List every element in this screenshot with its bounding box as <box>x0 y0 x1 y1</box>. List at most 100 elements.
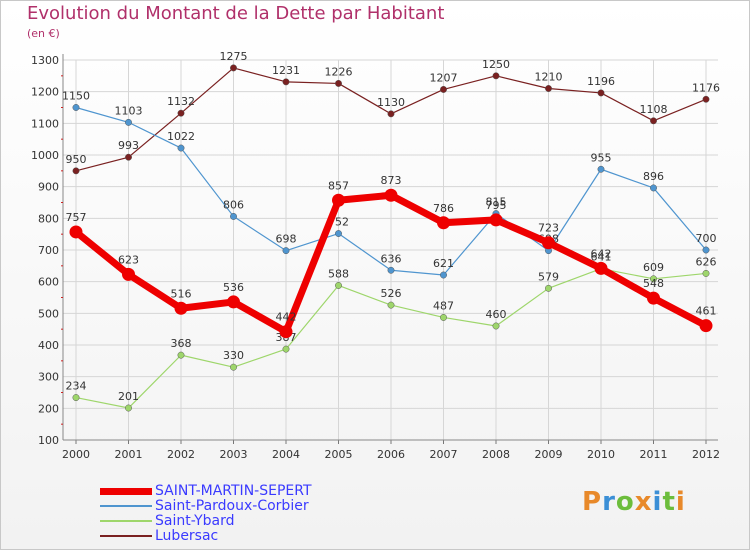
data-label: 588 <box>328 267 349 280</box>
data-point <box>125 153 132 161</box>
data-point <box>230 212 237 220</box>
y-tick-label: 1300 <box>31 54 59 67</box>
data-label: 442 <box>276 311 297 324</box>
data-point <box>492 72 500 80</box>
data-label: 700 <box>696 232 717 245</box>
data-point <box>597 89 605 97</box>
data-point <box>492 322 500 330</box>
legend-swatch <box>100 487 152 495</box>
data-label: 857 <box>328 179 349 192</box>
legend-swatch <box>100 535 152 537</box>
data-label: 955 <box>591 151 612 164</box>
y-tick-label: 900 <box>38 181 59 194</box>
data-label: 757 <box>66 211 87 224</box>
data-point <box>72 394 80 402</box>
data-label: 642 <box>591 247 612 260</box>
data-label: 1176 <box>692 81 720 94</box>
data-point <box>542 236 555 250</box>
data-point <box>230 64 237 72</box>
data-label: 786 <box>433 202 454 215</box>
data-label: 723 <box>538 222 559 235</box>
y-tick-label: 1200 <box>31 86 59 99</box>
data-point <box>702 95 710 103</box>
data-label: 623 <box>118 253 139 266</box>
data-point <box>440 314 447 321</box>
data-point <box>440 271 447 279</box>
y-tick-label: 300 <box>38 371 59 384</box>
data-label: 636 <box>381 252 402 265</box>
y-tick-label: 600 <box>38 276 59 289</box>
data-point <box>437 216 450 230</box>
data-point <box>699 319 713 333</box>
data-label: 487 <box>433 299 454 312</box>
data-point <box>335 282 342 289</box>
data-point <box>177 144 185 152</box>
data-label: 234 <box>66 380 87 393</box>
data-point <box>545 284 552 292</box>
data-label: 368 <box>171 337 192 350</box>
y-tick-label: 700 <box>38 244 59 257</box>
data-label: 536 <box>223 281 244 294</box>
data-point <box>489 213 503 227</box>
y-tick-label: 1000 <box>31 149 59 162</box>
x-tick-label: 2011 <box>640 448 668 461</box>
data-label: 626 <box>696 255 717 268</box>
data-point <box>597 165 605 173</box>
y-tick-label: 400 <box>38 339 59 352</box>
data-point <box>650 117 657 125</box>
legend-label: SAINT-MARTIN-SEPERT <box>155 483 312 499</box>
data-point <box>72 167 80 175</box>
data-label: 1196 <box>587 75 615 88</box>
data-label: 621 <box>433 257 454 270</box>
proxiti-logo: Proxiti <box>582 487 686 517</box>
data-label: 579 <box>538 270 559 283</box>
data-point <box>227 295 240 309</box>
data-point <box>177 351 185 359</box>
data-point <box>647 291 660 305</box>
data-label: 1150 <box>62 90 90 103</box>
data-label: 526 <box>381 287 402 300</box>
x-tick-label: 2005 <box>325 448 353 461</box>
data-label: 993 <box>118 139 139 152</box>
data-label: 896 <box>643 170 664 183</box>
data-label: 641 <box>591 251 612 264</box>
data-point <box>282 247 290 255</box>
data-point <box>384 188 398 202</box>
legend-swatch <box>100 520 152 522</box>
data-point <box>335 79 342 87</box>
data-label: 1231 <box>272 64 300 77</box>
data-point <box>177 109 185 117</box>
x-tick-label: 2000 <box>62 448 90 461</box>
y-tick-label: 800 <box>38 212 59 225</box>
data-point <box>230 363 237 371</box>
data-point <box>282 345 290 353</box>
x-tick-label: 2008 <box>482 448 510 461</box>
data-point <box>387 301 395 309</box>
data-label: 609 <box>643 261 664 274</box>
y-tick-label: 100 <box>38 434 59 447</box>
chart-title: Evolution du Montant de la Dette par Hab… <box>27 3 445 24</box>
data-label: 698 <box>276 233 297 246</box>
y-tick-label: 500 <box>38 307 59 320</box>
chart-unit-label: (en €) <box>27 27 60 40</box>
data-label: 461 <box>696 305 717 318</box>
data-label: 330 <box>223 349 244 362</box>
data-point <box>279 325 293 339</box>
data-point <box>335 230 342 237</box>
data-label: 815 <box>486 196 507 209</box>
data-point <box>69 225 83 239</box>
data-label: 1130 <box>377 96 405 109</box>
data-point <box>125 118 132 126</box>
data-label: 201 <box>118 390 139 403</box>
x-tick-label: 2012 <box>692 448 720 461</box>
data-label: 1250 <box>482 58 510 71</box>
data-point <box>282 78 290 86</box>
y-tick-label: 200 <box>38 402 59 415</box>
data-label: 548 <box>643 277 664 290</box>
data-label: 516 <box>171 287 192 300</box>
data-label: 1132 <box>167 95 195 108</box>
data-label: 950 <box>66 153 87 166</box>
data-point <box>125 404 132 412</box>
x-tick-label: 2009 <box>535 448 563 461</box>
data-point <box>650 184 657 192</box>
